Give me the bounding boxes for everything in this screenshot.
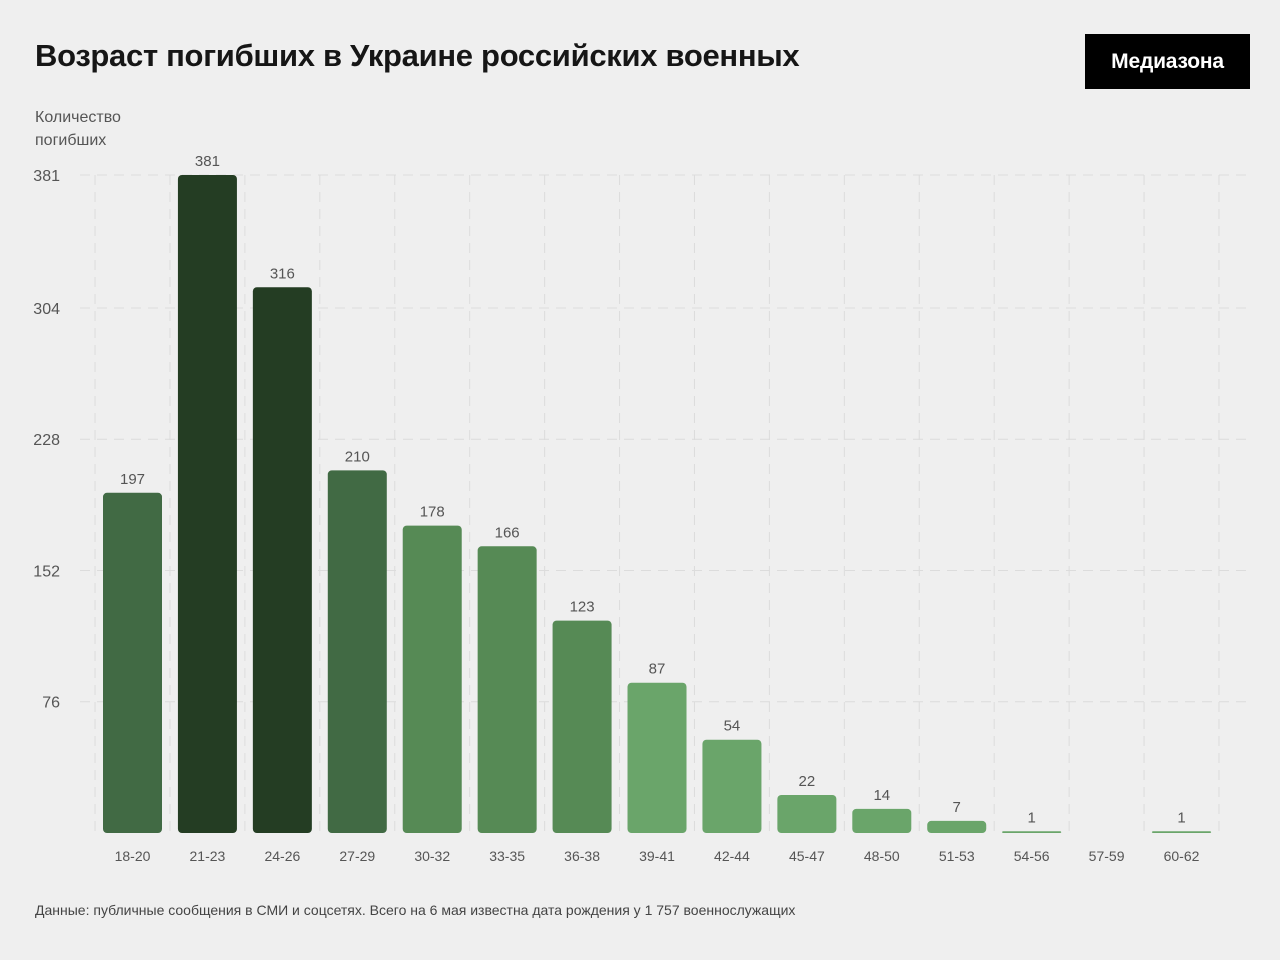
bar bbox=[103, 492, 162, 833]
value-label: 87 bbox=[649, 661, 666, 678]
mediazona-logo: Медиазона bbox=[1085, 34, 1250, 89]
value-label: 123 bbox=[570, 599, 595, 616]
y-tick-label: 152 bbox=[33, 563, 60, 580]
bar bbox=[702, 739, 762, 833]
x-tick-label: 33-35 bbox=[489, 848, 525, 864]
x-tick-label: 30-32 bbox=[414, 848, 450, 864]
y-axis-label: Количество погибших bbox=[35, 106, 121, 152]
bar bbox=[1002, 831, 1062, 833]
x-tick-label: 57-59 bbox=[1089, 848, 1125, 864]
value-label: 210 bbox=[345, 448, 370, 465]
y-tick-label: 304 bbox=[33, 301, 60, 318]
x-tick-label: 60-62 bbox=[1164, 848, 1200, 864]
value-label: 1 bbox=[1027, 809, 1035, 826]
x-tick-label: 39-41 bbox=[639, 848, 675, 864]
bar bbox=[327, 470, 387, 833]
x-tick-label: 51-53 bbox=[939, 848, 975, 864]
x-tick-label: 24-26 bbox=[264, 848, 300, 864]
x-tick-label: 42-44 bbox=[714, 848, 750, 864]
bar bbox=[402, 525, 462, 833]
value-label: 197 bbox=[120, 471, 145, 488]
x-tick-label: 21-23 bbox=[190, 848, 226, 864]
chart-title: Возраст погибших в Украине российских во… bbox=[35, 38, 800, 73]
bar bbox=[177, 175, 237, 833]
y-tick-label: 381 bbox=[33, 168, 60, 185]
source-note: Данные: публичные сообщения в СМИ и соцс… bbox=[35, 902, 796, 918]
value-label: 7 bbox=[953, 799, 961, 816]
y-axis-label-line-1: Количество bbox=[35, 109, 121, 126]
x-tick-label: 45-47 bbox=[789, 848, 825, 864]
y-tick-label: 228 bbox=[33, 432, 60, 449]
bar bbox=[252, 287, 312, 834]
value-label: 316 bbox=[270, 265, 295, 282]
x-tick-label: 48-50 bbox=[864, 848, 900, 864]
bar bbox=[477, 546, 537, 833]
bar bbox=[777, 795, 837, 833]
bar bbox=[1152, 831, 1212, 833]
value-label: 381 bbox=[195, 153, 220, 170]
value-label: 178 bbox=[420, 504, 445, 521]
x-tick-label: 36-38 bbox=[564, 848, 600, 864]
x-tick-label: 18-20 bbox=[115, 848, 151, 864]
y-tick-label: 76 bbox=[42, 695, 60, 712]
y-axis-label-line-2: погибших bbox=[35, 132, 107, 149]
bar bbox=[852, 808, 912, 833]
value-label: 22 bbox=[799, 773, 816, 790]
value-label: 1 bbox=[1177, 809, 1185, 826]
value-label: 14 bbox=[873, 787, 890, 804]
value-label: 54 bbox=[724, 718, 741, 735]
x-tick-label: 54-56 bbox=[1014, 848, 1050, 864]
bar bbox=[627, 682, 687, 833]
x-tick-label: 27-29 bbox=[339, 848, 375, 864]
value-label: 166 bbox=[495, 524, 520, 541]
bar-chart: 76 152 228 304 381 197 18-20 381 21-23 316 24-26 21… bbox=[33, 153, 1252, 864]
bar bbox=[927, 820, 987, 833]
bar bbox=[552, 620, 612, 833]
